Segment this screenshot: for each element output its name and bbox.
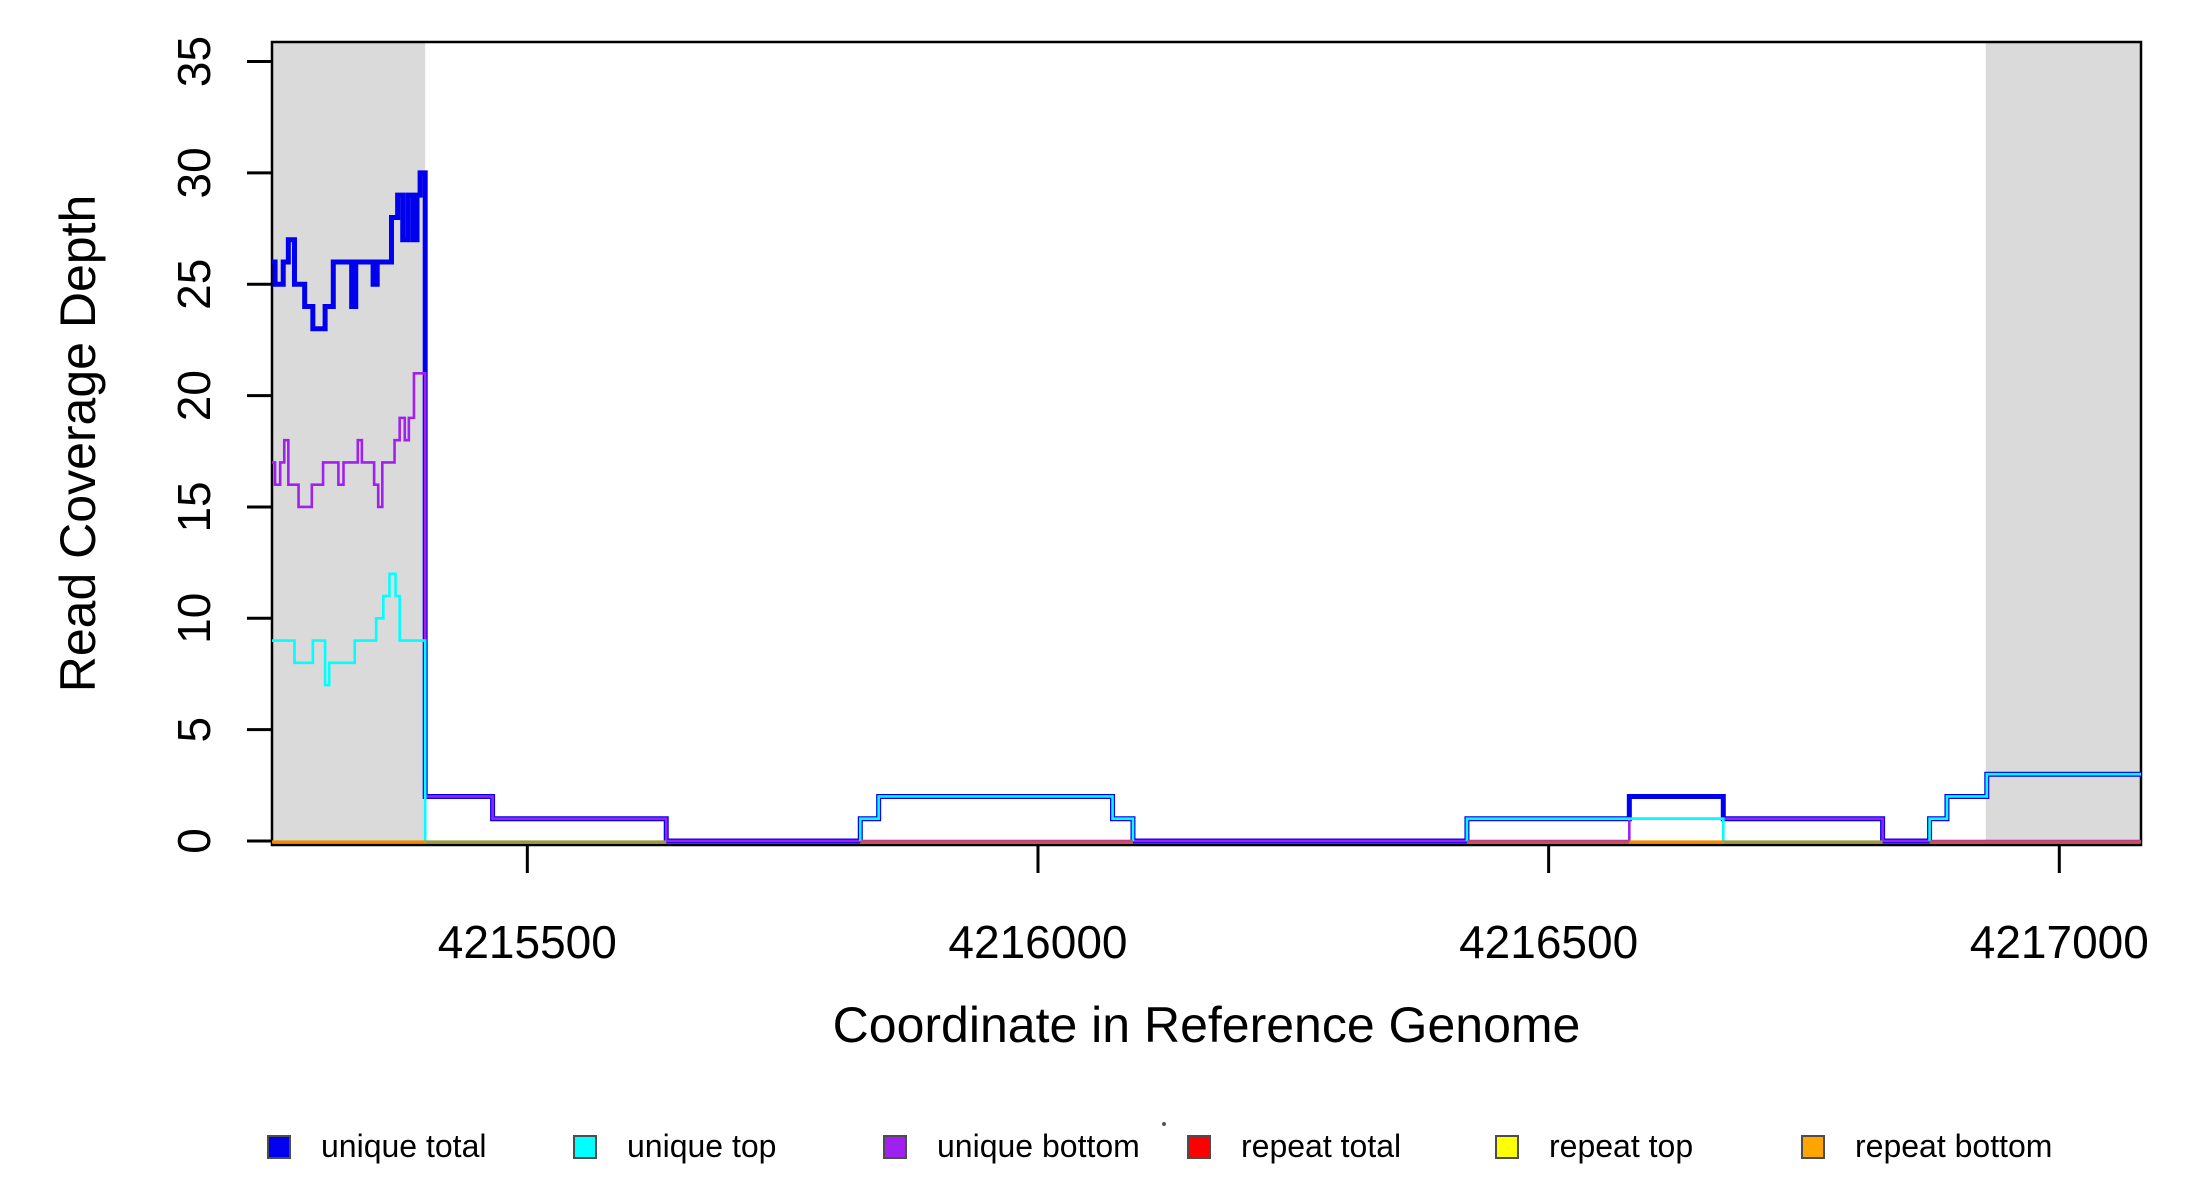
legend-swatch-unique-total [267,1134,291,1159]
y-tick-label: 10 [168,593,220,644]
x-tick-label: 4216500 [1459,916,1638,968]
legend-swatch-repeat-bottom [1801,1134,1825,1159]
y-tick-label: 35 [168,36,220,87]
legend-label: repeat total [1241,1128,1402,1164]
legend-label: unique top [627,1128,777,1164]
y-tick-label: 15 [168,481,220,532]
shaded-region-2 [1985,42,2141,845]
series-unique-top [272,572,2141,841]
legend-label: repeat bottom [1855,1128,2053,1164]
x-tick-label: 4215500 [438,916,617,968]
legend-swatch-repeat-total [1187,1134,1211,1159]
legend-swatch-repeat-top [1495,1134,1519,1159]
shaded-region-1 [272,42,426,845]
legend-swatch-unique-bottom [883,1134,907,1159]
y-axis-title: Read Coverage Depth [50,195,106,693]
legend-item-unique-bottom: unique bottom [883,1128,1140,1165]
y-tick-label: 30 [168,147,220,198]
y-tick-label: 0 [168,828,220,854]
y-tick-label: 5 [168,717,220,743]
series-unique-total [272,170,2141,844]
legend-item-unique-total: unique total [267,1128,486,1165]
legend-label: unique total [321,1128,487,1164]
legend-label: unique bottom [937,1128,1140,1164]
plot-box [270,40,2143,847]
legend-item-repeat-bottom: repeat bottom [1801,1128,2052,1165]
series-unique-bottom [272,372,2141,843]
legend-item-unique-top: unique top [573,1128,776,1165]
x-tick-label: 4216000 [948,916,1127,968]
legend-item-repeat-total: repeat total [1187,1128,1401,1165]
legend-item-repeat-top: repeat top [1495,1128,1693,1165]
legend-swatch-unique-top [573,1134,597,1159]
y-tick-label: 20 [168,370,220,421]
legend-label: repeat top [1549,1128,1694,1164]
x-axis-title: Coordinate in Reference Genome [833,997,1581,1053]
x-tick-label: 4217000 [1970,916,2149,968]
stray-dot-artifact [1162,1122,1166,1126]
y-tick-label: 25 [168,259,220,310]
